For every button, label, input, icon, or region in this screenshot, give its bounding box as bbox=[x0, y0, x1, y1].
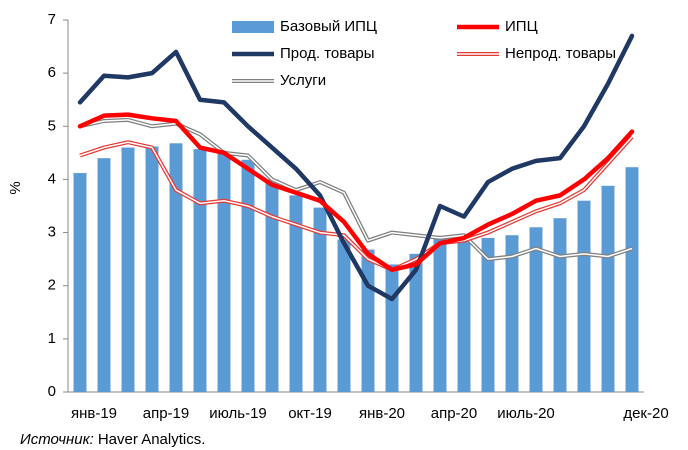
legend-swatch bbox=[232, 21, 274, 33]
bar bbox=[241, 159, 255, 392]
legend-label: Прод. товары bbox=[280, 45, 375, 62]
legend-label: Непрод. товары bbox=[505, 45, 616, 62]
bar bbox=[553, 218, 567, 392]
x-tick-label: янв-19 bbox=[71, 405, 117, 422]
y-tick-label: 2 bbox=[48, 277, 56, 294]
line-inner bbox=[79, 119, 633, 260]
bar bbox=[73, 173, 87, 392]
bar bbox=[457, 236, 471, 392]
y-tick-label: 6 bbox=[48, 64, 56, 81]
line bbox=[77, 112, 635, 273]
bar bbox=[385, 264, 399, 392]
bar bbox=[313, 207, 327, 392]
x-tick-label: дек-20 bbox=[623, 405, 668, 422]
bar bbox=[337, 239, 351, 392]
bar bbox=[361, 249, 375, 392]
bar bbox=[97, 158, 111, 392]
bar bbox=[289, 195, 303, 392]
bar bbox=[625, 167, 639, 392]
bar bbox=[601, 185, 615, 392]
y-tick-label: 4 bbox=[48, 170, 56, 187]
bar bbox=[577, 200, 591, 392]
x-tick-label: июль-20 bbox=[497, 405, 555, 422]
bar bbox=[265, 179, 279, 392]
x-tick-label: июль-19 bbox=[209, 405, 267, 422]
bar bbox=[169, 143, 183, 392]
bar bbox=[505, 235, 519, 392]
y-tick-label: 0 bbox=[48, 383, 56, 400]
y-tick-label: 7 bbox=[48, 11, 56, 28]
line-inner bbox=[79, 136, 633, 271]
bar bbox=[529, 227, 543, 392]
bar bbox=[193, 149, 207, 392]
legend-label: Услуги bbox=[280, 72, 326, 89]
y-tick-label: 1 bbox=[48, 330, 56, 347]
y-tick-label: 3 bbox=[48, 224, 56, 241]
y-axis-label: % bbox=[7, 181, 24, 194]
x-tick-label: окт-19 bbox=[288, 405, 332, 422]
source-text: Haver Analytics. bbox=[98, 431, 206, 448]
y-tick-label: 5 bbox=[48, 117, 56, 134]
line bbox=[77, 33, 635, 302]
line bbox=[79, 135, 634, 272]
x-tick-label: янв-20 bbox=[359, 405, 405, 422]
bar bbox=[121, 147, 135, 392]
legend-label: ИПЦ bbox=[505, 18, 538, 35]
bar bbox=[217, 152, 231, 392]
bar bbox=[481, 237, 495, 392]
legend-label: Базовый ИПЦ bbox=[280, 18, 377, 35]
x-tick-label: апр-19 bbox=[143, 405, 190, 422]
x-tick-label: апр-20 bbox=[431, 405, 478, 422]
source: Источник: Haver Analytics. bbox=[20, 431, 205, 448]
bar bbox=[145, 146, 159, 392]
bar bbox=[433, 237, 447, 392]
source-label: Источник: bbox=[20, 431, 94, 448]
bar bbox=[409, 253, 423, 392]
